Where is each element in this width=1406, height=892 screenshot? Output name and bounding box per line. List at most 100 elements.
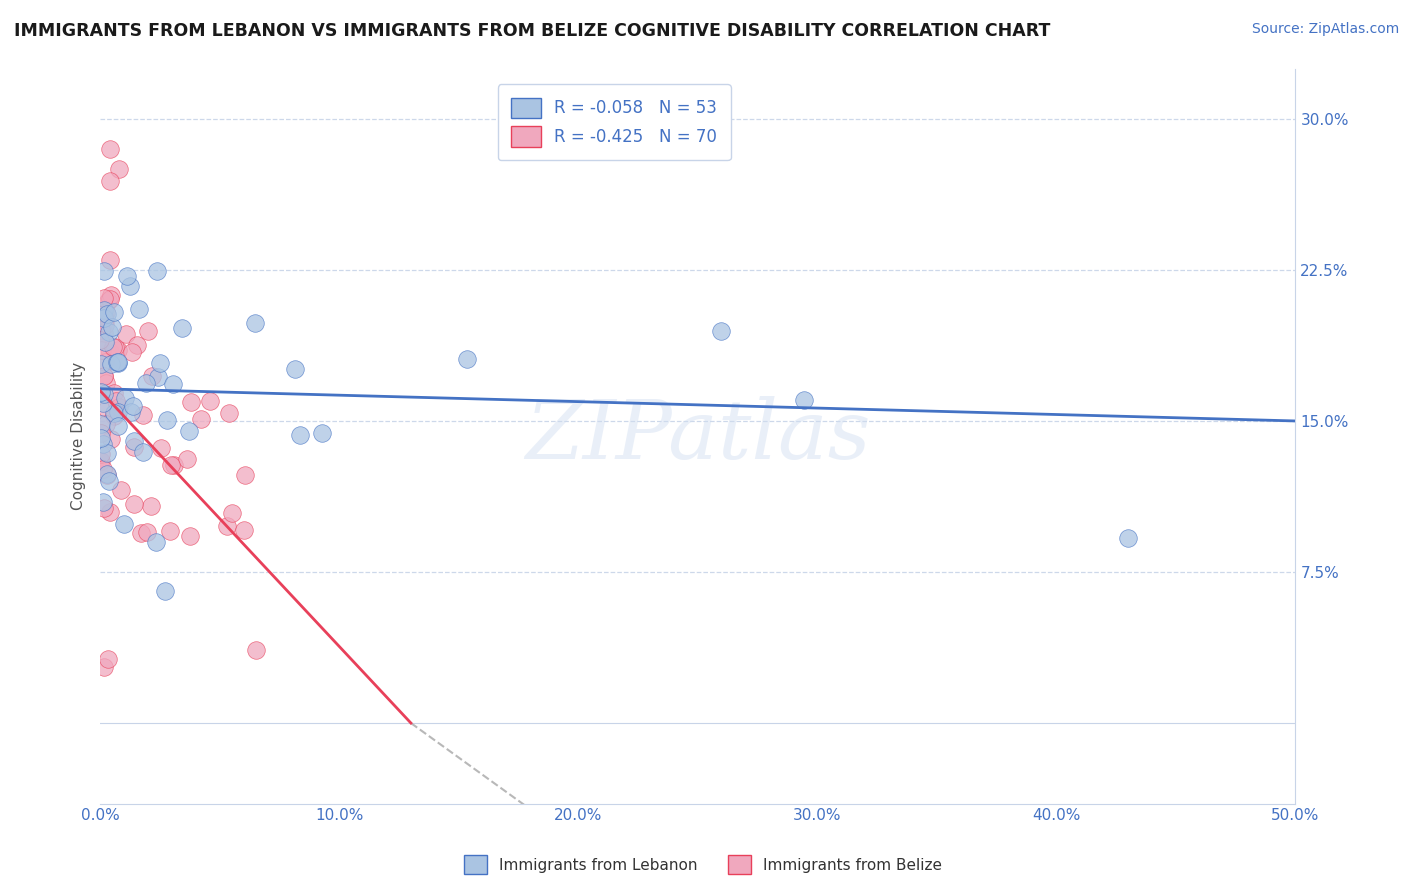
Point	[100, 357, 122, 371]
Point	[1116, 531, 1139, 545]
Point	[233, 467, 256, 482]
Point	[290, 427, 312, 442]
Point	[245, 316, 267, 330]
Point	[96, 401, 118, 416]
Point	[118, 278, 141, 293]
Point	[108, 162, 131, 177]
Point	[107, 354, 129, 368]
Point	[107, 356, 129, 370]
Point	[200, 394, 222, 409]
Point	[89, 454, 111, 468]
Point	[94, 313, 117, 327]
Point	[90, 431, 112, 445]
Point	[89, 357, 111, 371]
Point	[170, 321, 193, 335]
Point	[93, 309, 115, 323]
Point	[107, 418, 129, 433]
Point	[93, 302, 115, 317]
Point	[97, 651, 120, 665]
Point	[129, 525, 152, 540]
Point	[91, 396, 114, 410]
Point	[100, 432, 122, 446]
Point	[162, 376, 184, 391]
Point	[98, 174, 121, 188]
Point	[232, 523, 254, 537]
Point	[107, 405, 129, 419]
Point	[190, 412, 212, 426]
Point	[124, 440, 146, 454]
Point	[284, 361, 307, 376]
Point	[121, 400, 143, 414]
Point	[136, 525, 159, 540]
Point	[90, 323, 112, 337]
Point	[93, 326, 115, 341]
Text: ZIPatlas: ZIPatlas	[524, 396, 870, 476]
Point	[96, 467, 118, 481]
Point	[93, 334, 115, 349]
Point	[94, 417, 117, 432]
Point	[179, 529, 201, 543]
Point	[160, 458, 183, 472]
Point	[217, 519, 239, 533]
Point	[98, 292, 121, 306]
Point	[101, 340, 124, 354]
Point	[115, 327, 138, 342]
Point	[90, 384, 112, 399]
Point	[162, 458, 184, 472]
Legend: Immigrants from Lebanon, Immigrants from Belize: Immigrants from Lebanon, Immigrants from…	[458, 849, 948, 880]
Y-axis label: Cognitive Disability: Cognitive Disability	[72, 362, 86, 510]
Point	[245, 642, 267, 657]
Point	[98, 142, 121, 156]
Point	[141, 368, 163, 383]
Point	[90, 425, 112, 440]
Text: IMMIGRANTS FROM LEBANON VS IMMIGRANTS FROM BELIZE COGNITIVE DISABILITY CORRELATI: IMMIGRANTS FROM LEBANON VS IMMIGRANTS FR…	[14, 22, 1050, 40]
Point	[91, 343, 114, 357]
Point	[108, 401, 131, 415]
Point	[135, 376, 157, 391]
Point	[793, 393, 815, 408]
Point	[89, 333, 111, 347]
Point	[121, 345, 143, 359]
Point	[148, 356, 170, 370]
Point	[150, 442, 173, 456]
Point	[100, 288, 122, 302]
Point	[103, 339, 125, 353]
Point	[103, 409, 125, 423]
Point	[709, 324, 731, 338]
Point	[93, 369, 115, 384]
Point	[100, 252, 122, 267]
Point	[94, 318, 117, 332]
Point	[122, 497, 145, 511]
Point	[103, 406, 125, 420]
Point	[218, 406, 240, 420]
Point	[93, 264, 115, 278]
Point	[131, 444, 153, 458]
Point	[96, 446, 118, 460]
Point	[94, 305, 117, 319]
Point	[128, 301, 150, 316]
Point	[141, 499, 163, 513]
Point	[98, 326, 121, 340]
Point	[145, 535, 167, 549]
Point	[93, 501, 115, 516]
Point	[124, 434, 146, 449]
Point	[103, 305, 125, 319]
Point	[103, 386, 125, 401]
Point	[96, 467, 118, 482]
Text: Source: ZipAtlas.com: Source: ZipAtlas.com	[1251, 22, 1399, 37]
Point	[159, 524, 181, 538]
Point	[110, 483, 132, 498]
Point	[107, 343, 129, 358]
Point	[180, 395, 202, 409]
Point	[146, 370, 169, 384]
Point	[112, 517, 135, 532]
Point	[125, 337, 148, 351]
Point	[98, 505, 121, 519]
Point	[90, 447, 112, 461]
Point	[120, 405, 142, 419]
Point	[100, 319, 122, 334]
Point	[176, 452, 198, 467]
Point	[96, 307, 118, 321]
Point	[93, 437, 115, 451]
Point	[93, 659, 115, 673]
